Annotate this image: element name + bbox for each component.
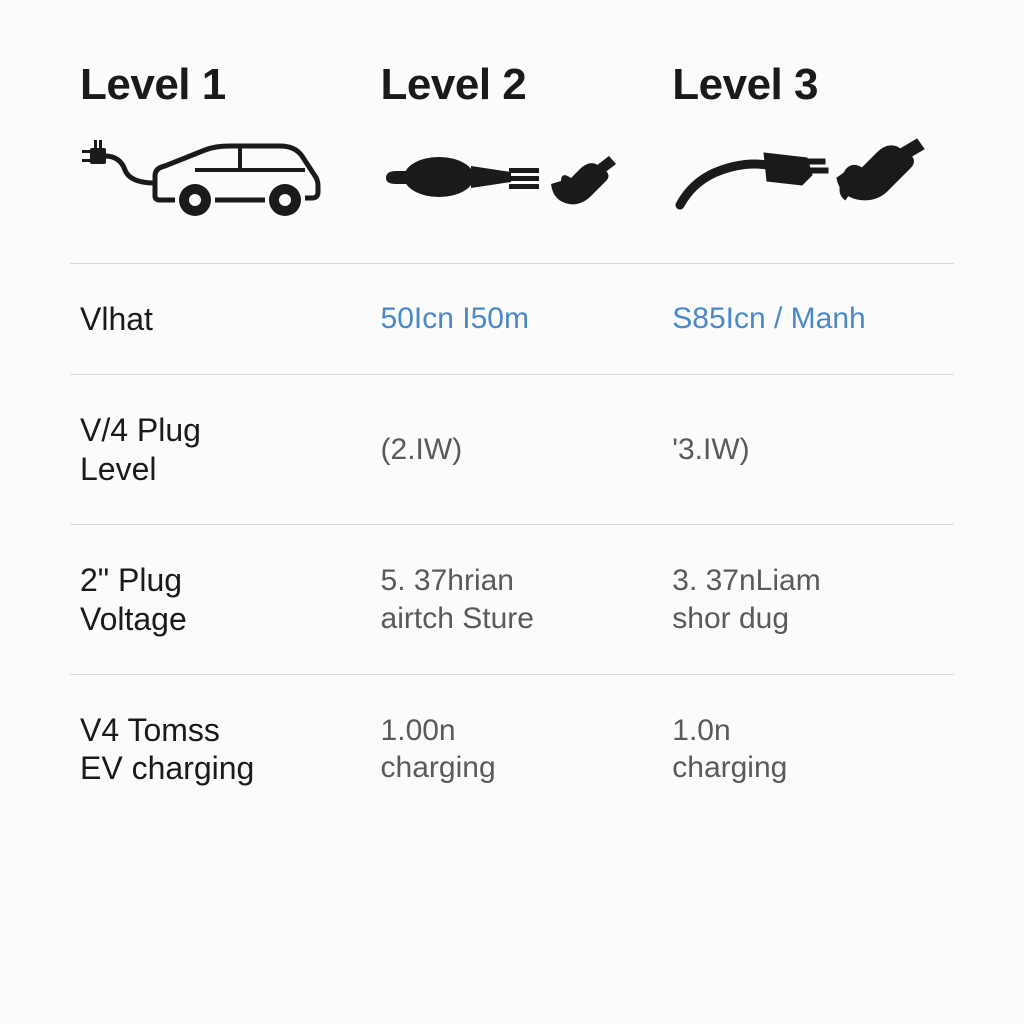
label-line1: V4 Tomss: [80, 711, 361, 749]
value-line1: '3.IW): [672, 431, 944, 469]
label-line1: 2" Plug: [80, 561, 361, 599]
row-label: V4 Tomss EV charging: [70, 674, 371, 824]
row-value: 1.0n charging: [662, 674, 954, 824]
label-line1: Vlhat: [80, 300, 361, 338]
plug-dual-icon: [381, 136, 631, 216]
header-cell-level2: Level 2: [371, 60, 663, 128]
icon-cell-level2: [371, 128, 663, 263]
value-line1: (2.IW): [381, 431, 653, 469]
value-line1: 5. 37hrian: [381, 562, 653, 600]
value-line2: shor dug: [672, 600, 944, 638]
row-value: 1.00n charging: [371, 674, 663, 824]
row-value: 50Icn I50m: [371, 263, 663, 374]
value-line2: charging: [672, 749, 944, 787]
row-value: 5. 37hrian airtch Sture: [371, 524, 663, 674]
value-line2: charging: [381, 749, 653, 787]
value-line1: 1.00n: [381, 712, 653, 750]
table-row: Vlhat 50Icn I50m S85Icn / Manh: [70, 263, 954, 374]
table-row: V/4 Plug Level (2.IW) '3.IW): [70, 374, 954, 524]
table-row: 2" Plug Voltage 5. 37hrian airtch Sture …: [70, 524, 954, 674]
value-line1: S85Icn / Manh: [672, 300, 944, 338]
header-title: Level 3: [672, 60, 944, 110]
icon-row: [70, 128, 954, 263]
value-line1: 3. 37nLiam: [672, 562, 944, 600]
row-label: Vlhat: [70, 263, 371, 374]
row-label: 2" Plug Voltage: [70, 524, 371, 674]
row-value: (2.IW): [371, 374, 663, 524]
icon-cell-level3: [662, 128, 954, 263]
label-line1: V/4 Plug: [80, 411, 361, 449]
icon-cell-level1: [70, 128, 371, 263]
label-line2: Level: [80, 450, 361, 488]
row-value: 3. 37nLiam shor dug: [662, 524, 954, 674]
row-label: V/4 Plug Level: [70, 374, 371, 524]
table-row: V4 Tomss EV charging 1.00n charging 1.0n…: [70, 674, 954, 824]
row-value: S85Icn / Manh: [662, 263, 954, 374]
header-title: Level 2: [381, 60, 653, 110]
value-line1: 1.0n: [672, 712, 944, 750]
row-value: '3.IW): [662, 374, 954, 524]
charging-levels-table: Level 1 Level 2 Level 3: [70, 60, 954, 824]
label-line2: Voltage: [80, 600, 361, 638]
value-line1: 50Icn I50m: [381, 300, 653, 338]
label-line2: EV charging: [80, 749, 361, 787]
car-plug-icon: [80, 128, 330, 223]
header-title: Level 1: [80, 60, 361, 110]
header-cell-level3: Level 3: [662, 60, 954, 128]
value-line2: airtch Sture: [381, 600, 653, 638]
header-cell-level1: Level 1: [70, 60, 371, 128]
plug-fast-icon: [672, 133, 932, 218]
header-row: Level 1 Level 2 Level 3: [70, 60, 954, 128]
